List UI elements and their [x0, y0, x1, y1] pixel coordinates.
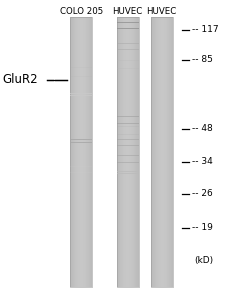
Bar	[81, 16, 82, 286]
Bar	[132, 16, 133, 286]
Bar	[151, 16, 173, 286]
Bar	[158, 16, 159, 286]
Bar	[156, 16, 157, 286]
Bar	[160, 16, 161, 286]
Bar	[125, 16, 126, 286]
Bar	[172, 16, 173, 286]
Bar	[77, 16, 78, 286]
Bar	[70, 16, 71, 286]
Bar	[128, 16, 129, 286]
Bar	[153, 16, 154, 286]
Bar	[73, 16, 74, 286]
Bar	[155, 16, 156, 286]
Bar	[162, 16, 163, 286]
Bar	[71, 16, 72, 286]
Bar	[87, 16, 88, 286]
Bar	[134, 16, 135, 286]
Bar	[70, 16, 92, 286]
Bar	[72, 16, 73, 286]
Bar	[120, 16, 121, 286]
Text: -- 117: -- 117	[192, 26, 218, 34]
Bar	[88, 16, 89, 286]
Bar	[86, 16, 87, 286]
Bar	[80, 16, 81, 286]
Bar	[153, 16, 154, 286]
Bar	[133, 16, 134, 286]
Bar	[152, 16, 153, 286]
Bar	[119, 16, 120, 286]
Bar	[138, 16, 139, 286]
Bar	[163, 16, 164, 286]
Bar	[171, 16, 172, 286]
Bar	[129, 16, 130, 286]
Bar	[83, 16, 84, 286]
Bar	[136, 16, 137, 286]
Bar	[135, 16, 136, 286]
Bar	[76, 16, 77, 286]
Bar	[117, 16, 118, 286]
Bar	[154, 16, 155, 286]
Bar	[85, 16, 86, 286]
Bar	[117, 16, 139, 286]
Bar	[74, 16, 75, 286]
Text: -- 26: -- 26	[192, 189, 213, 198]
Bar	[91, 16, 92, 286]
Bar	[151, 16, 152, 286]
Bar	[84, 16, 85, 286]
Text: -- 85: -- 85	[192, 56, 213, 64]
Bar	[78, 16, 79, 286]
Text: COLO 205: COLO 205	[60, 8, 103, 16]
Bar	[75, 16, 76, 286]
Bar	[167, 16, 168, 286]
Bar	[165, 16, 166, 286]
Bar	[137, 16, 138, 286]
Bar	[170, 16, 171, 286]
Bar	[82, 16, 83, 286]
Text: -- 34: -- 34	[192, 158, 213, 166]
Bar	[89, 16, 90, 286]
Text: HUVEC: HUVEC	[112, 8, 143, 16]
Bar	[164, 16, 165, 286]
Text: -- 19: -- 19	[192, 224, 213, 232]
Bar	[127, 16, 128, 286]
Bar	[123, 16, 124, 286]
Bar	[118, 16, 119, 286]
Bar	[126, 16, 127, 286]
Bar	[161, 16, 162, 286]
Bar	[168, 16, 169, 286]
Text: GluR2: GluR2	[2, 73, 38, 86]
Text: HUVEC: HUVEC	[147, 8, 177, 16]
Bar	[124, 16, 125, 286]
Text: -- 48: -- 48	[192, 124, 213, 134]
Bar	[166, 16, 167, 286]
Bar	[90, 16, 91, 286]
Bar	[79, 16, 80, 286]
Bar	[169, 16, 170, 286]
Text: (kD): (kD)	[195, 256, 214, 266]
Bar	[159, 16, 160, 286]
Bar	[131, 16, 132, 286]
Bar	[122, 16, 123, 286]
Bar	[121, 16, 122, 286]
Bar	[157, 16, 158, 286]
Bar	[130, 16, 131, 286]
Bar	[81, 16, 82, 286]
